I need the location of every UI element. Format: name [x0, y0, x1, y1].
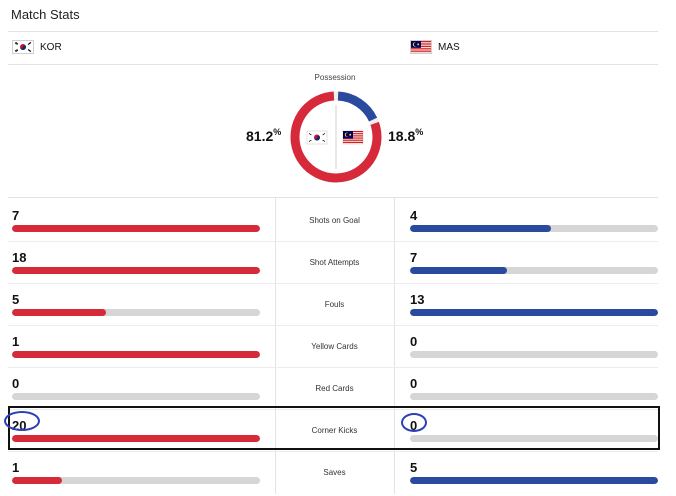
away-stat-value: 13 — [410, 292, 425, 307]
column-divider — [394, 198, 395, 494]
possession-label: Possession — [314, 73, 356, 82]
annotation-circle — [4, 411, 40, 431]
home-stat-bar — [12, 435, 260, 442]
away-stat-bar-fill — [410, 267, 507, 274]
away-stat-bar — [410, 351, 658, 358]
home-stat-value: 1 — [12, 334, 20, 349]
home-stat-bar-fill — [12, 309, 107, 316]
home-stat-bar — [12, 393, 260, 400]
home-team-code: KOR — [40, 41, 62, 53]
divider — [8, 64, 658, 65]
away-team: MAS — [410, 40, 460, 54]
home-stat-value: 7 — [12, 208, 20, 223]
stat-row: 0 Red Cards 0 — [0, 367, 676, 409]
home-stat-bar-fill — [12, 267, 260, 274]
home-stat-bar-fill — [12, 351, 260, 358]
home-stat-bar-fill — [12, 435, 260, 442]
stat-label: Red Cards — [315, 384, 354, 393]
away-stat-bar — [410, 309, 658, 316]
malaysia-flag-icon — [342, 130, 364, 145]
away-stat-bar — [410, 393, 658, 400]
home-stat-bar — [12, 477, 260, 484]
row-divider — [8, 367, 658, 368]
home-possession-arc — [290, 91, 382, 183]
divider — [8, 31, 658, 32]
home-stat-bar — [12, 351, 260, 358]
home-team: KOR — [12, 40, 62, 54]
home-possession-value: 81.2% — [246, 127, 282, 144]
stat-label: Yellow Cards — [311, 342, 358, 351]
away-stat-value: 0 — [410, 334, 418, 349]
home-stat-bar-fill — [12, 477, 62, 484]
annotation-highlight-box — [8, 406, 660, 450]
home-stat-bar — [12, 309, 260, 316]
row-divider — [8, 409, 658, 410]
page-title: Match Stats — [11, 7, 80, 22]
home-stat-value: 0 — [12, 376, 20, 391]
away-stat-bar — [410, 267, 658, 274]
stat-label: Saves — [323, 468, 346, 477]
away-stat-bar — [410, 225, 658, 232]
away-team-code: MAS — [438, 41, 460, 53]
away-stat-value: 4 — [410, 208, 418, 223]
away-possession-arc — [337, 91, 378, 122]
stat-row: 18 Shot Attempts 7 — [0, 241, 676, 283]
row-divider — [8, 325, 658, 326]
row-divider — [8, 241, 658, 242]
away-stat-bar-fill — [410, 225, 552, 232]
stat-label: Corner Kicks — [311, 426, 358, 435]
away-stat-bar — [410, 477, 658, 484]
column-divider — [275, 198, 276, 494]
south-korea-flag-icon — [306, 130, 328, 145]
home-stat-bar-fill — [12, 225, 260, 232]
home-stat-bar — [12, 267, 260, 274]
away-stat-bar — [410, 435, 658, 442]
row-divider — [8, 283, 658, 284]
home-stat-value: 18 — [12, 250, 27, 265]
stat-row: 7 Shots on Goal 4 — [0, 199, 676, 241]
away-stat-value: 5 — [410, 460, 418, 475]
annotation-circle — [401, 413, 427, 432]
home-stat-value: 1 — [12, 460, 20, 475]
row-divider — [8, 451, 658, 452]
possession-donut-chart — [290, 91, 382, 183]
stat-row: 1 Yellow Cards 0 — [0, 325, 676, 367]
home-stat-bar — [12, 225, 260, 232]
away-stat-value: 0 — [410, 376, 418, 391]
divider — [8, 197, 658, 198]
stat-row: 5 Fouls 13 — [0, 283, 676, 325]
home-stat-value: 5 — [12, 292, 20, 307]
stat-label: Shots on Goal — [309, 216, 360, 225]
malaysia-flag-icon — [410, 40, 432, 54]
south-korea-flag-icon — [12, 40, 34, 54]
away-possession-value: 18.8% — [388, 127, 424, 144]
stat-label: Fouls — [324, 300, 345, 309]
stat-row: 1 Saves 5 — [0, 451, 676, 493]
stat-label: Shot Attempts — [309, 258, 360, 267]
away-stat-bar-fill — [410, 477, 658, 484]
away-stat-bar-fill — [410, 309, 658, 316]
away-stat-value: 7 — [410, 250, 418, 265]
